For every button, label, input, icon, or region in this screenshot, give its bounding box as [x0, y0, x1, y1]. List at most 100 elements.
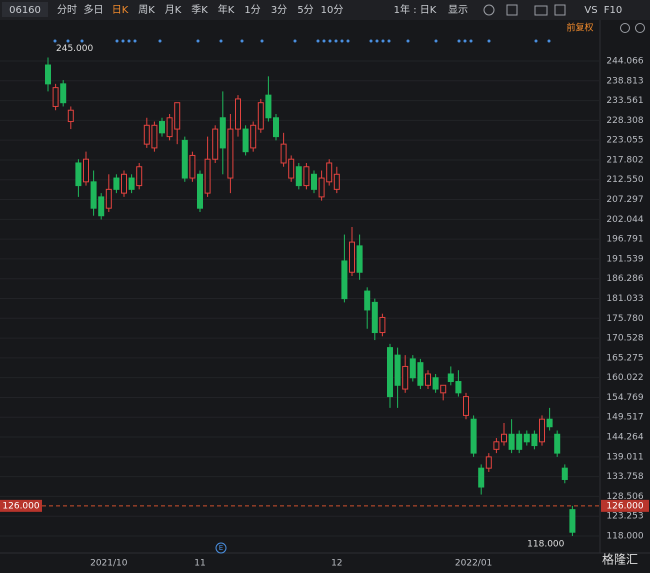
event-dot [322, 39, 326, 43]
candle-body [295, 166, 302, 187]
candle-body [113, 177, 120, 190]
candle-body [341, 260, 348, 300]
event-dot [121, 39, 125, 43]
candle-body [143, 124, 150, 145]
zoom-in[interactable] [635, 23, 645, 33]
candle-body [455, 381, 462, 394]
y-tick-label: 202.044 [606, 215, 643, 225]
y-tick-label: 223.055 [606, 136, 643, 146]
max-annotation: 245.000 [56, 44, 93, 54]
candle-body [333, 173, 340, 190]
candle-body [128, 177, 135, 190]
period-tab[interactable]: 季K [191, 4, 208, 16]
period-select[interactable]: 1年 : 日K [394, 3, 437, 16]
event-dot [133, 39, 137, 43]
event-marker-icon[interactable] [215, 542, 227, 554]
period-tab[interactable]: 日K [112, 5, 129, 16]
y-tick-label: 228.308 [606, 116, 643, 126]
candle-body [516, 433, 523, 450]
candle-body [326, 162, 333, 183]
candle-body [250, 124, 257, 149]
candle-body [470, 418, 477, 454]
event-dot [115, 39, 119, 43]
x-tick-label: 11 [194, 559, 205, 569]
vs-button[interactable]: VS [584, 5, 597, 16]
display-button[interactable]: 显示 [448, 4, 468, 16]
candle-body [379, 316, 386, 334]
event-dot [463, 39, 467, 43]
y-tick-label: 165.275 [606, 353, 643, 363]
event-dot [547, 39, 551, 43]
candle-body [501, 433, 507, 443]
candle-body [242, 128, 249, 153]
candle-body [561, 467, 568, 480]
edit-icon[interactable] [554, 4, 566, 16]
candle-body [204, 158, 211, 194]
period-tab[interactable]: 3分 [271, 4, 287, 16]
candle-body [151, 124, 158, 149]
x-tick-label: 2021/10 [90, 559, 128, 569]
zoom-out[interactable] [620, 23, 630, 33]
event-dot [328, 39, 332, 43]
event-dot [534, 39, 538, 43]
period-tab[interactable]: 5分 [297, 4, 313, 16]
period-tab[interactable]: 年K [218, 3, 235, 16]
period-tab[interactable]: 10分 [321, 4, 344, 16]
candle-body [212, 128, 219, 160]
y-tick-label: 133.758 [606, 472, 643, 482]
candle-body [265, 94, 272, 119]
last-price-box [0, 499, 42, 512]
y-tick-label: 217.802 [606, 155, 643, 165]
settings-icon[interactable] [483, 4, 495, 16]
period-tab[interactable]: 多日 [84, 3, 104, 16]
event-dot [369, 39, 373, 43]
event-dot [487, 39, 491, 43]
candle-body [83, 158, 89, 183]
period-tab[interactable]: 分时 [57, 4, 77, 16]
candle-body [447, 373, 454, 383]
candle-body [311, 173, 317, 190]
plot: 244.066 238.813 233.561 228.308 223.055 217.8… [0, 44, 649, 569]
adjust-mode[interactable]: 前复权 [566, 22, 593, 34]
y-tick-label: 123.253 [606, 512, 643, 522]
candle-body [189, 154, 196, 179]
y-tick-label: 186.286 [606, 274, 643, 284]
candle-body [60, 83, 67, 104]
candle-body [417, 362, 424, 386]
candle-body [166, 117, 173, 138]
y-tick-label: 238.813 [606, 76, 643, 86]
period-tab[interactable]: 周K [138, 4, 155, 16]
candle-body [539, 418, 545, 443]
candle-body [432, 377, 439, 390]
event-dot [80, 39, 84, 43]
event-dot [53, 39, 57, 43]
y-tick-label: 144.264 [606, 433, 643, 443]
period-tab[interactable]: 1分 [244, 4, 260, 16]
period-tabs: 分时 多日 日K 周K 月K 季K 年K 1分 3分 5分 10分 [57, 3, 343, 16]
expand-icon[interactable] [506, 4, 518, 16]
candle-body [288, 158, 295, 179]
last-price-box [601, 499, 649, 512]
candle-body [90, 181, 97, 209]
event-dot [381, 39, 385, 43]
x-tick-label: 2022/01 [455, 559, 492, 569]
candle-body [235, 98, 241, 130]
event-marker[interactable]: E [219, 544, 223, 552]
period-tab[interactable]: 月K [165, 4, 182, 16]
candle-body [440, 384, 447, 394]
y-tick-label: 170.528 [606, 334, 643, 344]
candle-body [531, 433, 538, 447]
event-dot [469, 39, 473, 43]
y-tick-label: 149.517 [606, 413, 643, 423]
candle-body [159, 121, 165, 134]
candle-body [569, 509, 576, 533]
event-dot [196, 39, 200, 43]
candle-body [425, 373, 431, 386]
candle-body [318, 177, 325, 198]
f10-button[interactable]: F10 [604, 5, 622, 16]
candle-body [181, 139, 188, 179]
min-annotation: 118.000 [527, 540, 564, 550]
candle-body [227, 128, 234, 179]
camera-icon[interactable] [534, 5, 548, 16]
